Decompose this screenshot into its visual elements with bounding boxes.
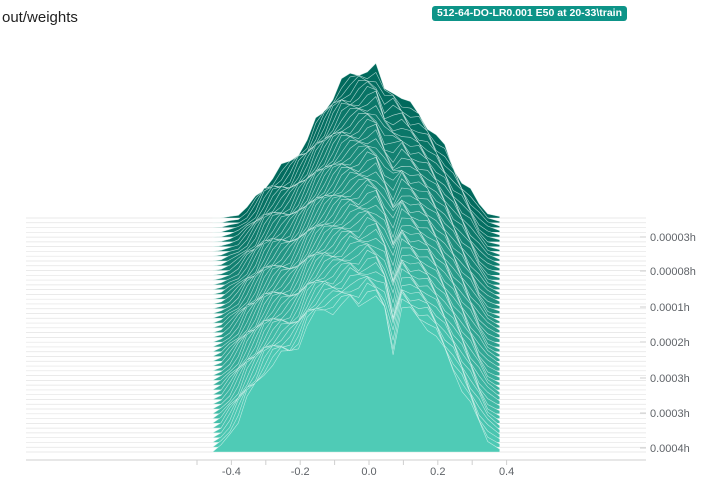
x-tick-label-3: 0.2 [430, 466, 445, 478]
x-tick-label-4: 0.4 [499, 466, 514, 478]
y-tick-label-1: 0.00008h [650, 266, 696, 278]
x-axis: -0.4 -0.2 0.0 0.2 0.4 [26, 459, 646, 478]
y-tick-label-4: 0.0003h [650, 373, 690, 385]
y-tick-label-2: 0.0001h [650, 302, 690, 314]
x-tick-label-0: -0.4 [222, 466, 241, 478]
y-tick-label-3: 0.0002h [650, 337, 690, 349]
x-tick-label-1: -0.2 [291, 466, 310, 478]
x-tick-label-2: 0.0 [361, 466, 376, 478]
run-tag-badge: 512-64-DO-LR0.001 E50 at 20-33\train [432, 6, 628, 21]
histogram-slice-0 [211, 294, 500, 453]
histogram-slices [26, 62, 646, 453]
y-axis: 0.00003h 0.00008h 0.0001h 0.0002h 0.0003h 0.0… [640, 232, 696, 455]
chart-title: out/weights [2, 9, 78, 26]
y-tick-label-5: 0.0003h [650, 408, 690, 420]
y-tick-label-0: 0.00003h [650, 232, 696, 244]
y-tick-label-6: 0.0004h [650, 443, 690, 455]
